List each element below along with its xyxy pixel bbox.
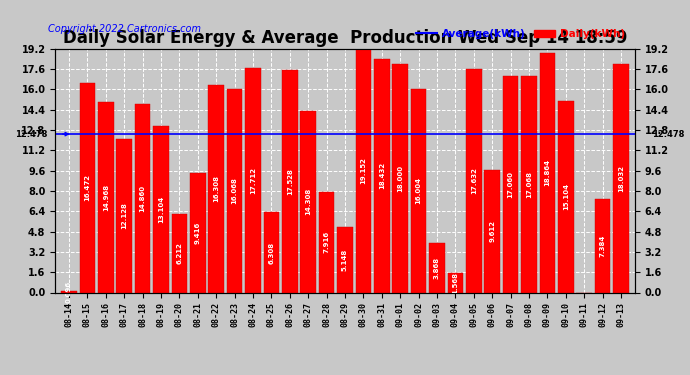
Bar xyxy=(337,227,353,292)
Text: 17.060: 17.060 xyxy=(508,171,513,198)
Bar xyxy=(411,89,426,292)
Text: 19.152: 19.152 xyxy=(360,158,366,184)
Bar xyxy=(190,173,206,292)
Bar xyxy=(61,291,77,292)
Bar xyxy=(540,53,555,292)
Text: 3.868: 3.868 xyxy=(434,257,440,279)
Bar xyxy=(484,171,500,292)
Text: 12.478: 12.478 xyxy=(652,130,684,139)
Bar xyxy=(79,83,95,292)
Text: 7.384: 7.384 xyxy=(600,234,606,257)
Text: 17.528: 17.528 xyxy=(287,168,293,195)
Text: 13.104: 13.104 xyxy=(158,196,164,223)
Text: 17.632: 17.632 xyxy=(471,167,477,194)
Title: Daily Solar Energy & Average  Production Wed Sep 14 18:59: Daily Solar Energy & Average Production … xyxy=(63,29,627,47)
Bar xyxy=(319,192,335,292)
Bar xyxy=(595,199,611,292)
Bar xyxy=(245,68,261,292)
Bar xyxy=(282,70,297,292)
Text: 9.612: 9.612 xyxy=(489,220,495,243)
Text: 15.104: 15.104 xyxy=(563,183,569,210)
Bar xyxy=(172,214,187,292)
Text: 14.968: 14.968 xyxy=(103,184,109,211)
Bar xyxy=(117,138,132,292)
Text: 18.864: 18.864 xyxy=(544,159,551,186)
Text: 16.068: 16.068 xyxy=(232,177,237,204)
Text: 1.568: 1.568 xyxy=(453,272,458,294)
Text: 14.860: 14.860 xyxy=(139,184,146,212)
Text: 6.212: 6.212 xyxy=(177,242,182,264)
Text: 0.096: 0.096 xyxy=(66,281,72,303)
Legend: Average(kWh), Daily(kWh): Average(kWh), Daily(kWh) xyxy=(412,25,629,43)
Bar xyxy=(300,111,316,292)
Text: 16.308: 16.308 xyxy=(213,176,219,202)
Text: Copyright 2022 Cartronics.com: Copyright 2022 Cartronics.com xyxy=(48,24,201,34)
Text: 9.416: 9.416 xyxy=(195,222,201,244)
Bar xyxy=(264,212,279,292)
Bar xyxy=(613,64,629,292)
Bar xyxy=(466,69,482,292)
Text: 17.068: 17.068 xyxy=(526,171,532,198)
Bar xyxy=(227,88,242,292)
Bar xyxy=(429,243,445,292)
Bar xyxy=(393,64,408,292)
Text: 14.308: 14.308 xyxy=(305,188,311,215)
Bar xyxy=(153,126,169,292)
Bar xyxy=(374,58,390,292)
Bar xyxy=(503,76,518,292)
Text: 6.308: 6.308 xyxy=(268,242,275,264)
Bar xyxy=(135,104,150,292)
Text: 7.916: 7.916 xyxy=(324,231,330,254)
Bar xyxy=(521,76,537,292)
Bar xyxy=(208,86,224,292)
Text: 16.472: 16.472 xyxy=(84,174,90,201)
Bar xyxy=(558,101,573,292)
Text: 18.032: 18.032 xyxy=(618,165,624,192)
Text: 17.712: 17.712 xyxy=(250,166,256,194)
Text: 5.148: 5.148 xyxy=(342,249,348,271)
Text: 18.432: 18.432 xyxy=(379,162,385,189)
Text: 18.000: 18.000 xyxy=(397,165,403,192)
Bar xyxy=(355,50,371,292)
Text: 12.128: 12.128 xyxy=(121,202,127,229)
Bar xyxy=(98,102,114,292)
Bar xyxy=(448,273,463,292)
Text: 16.004: 16.004 xyxy=(415,177,422,204)
Text: 12.478: 12.478 xyxy=(14,130,47,139)
